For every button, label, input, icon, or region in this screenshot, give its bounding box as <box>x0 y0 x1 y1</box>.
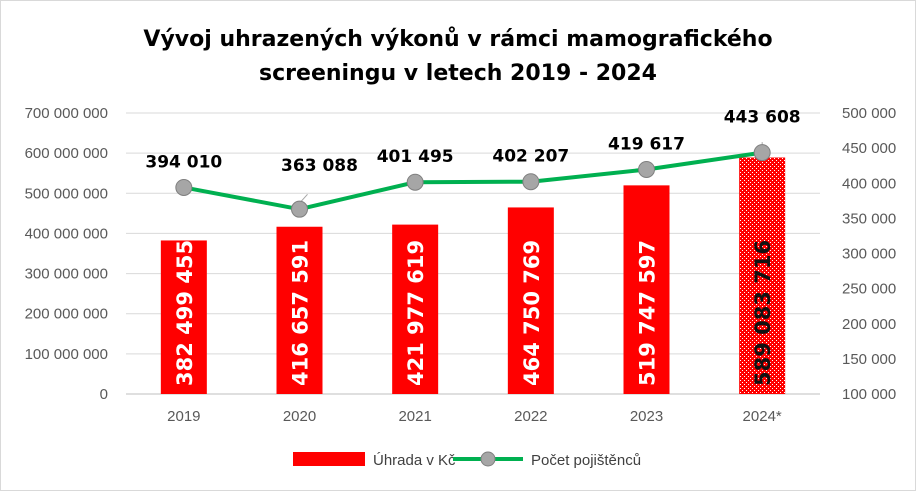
right-axis-tick-label: 250 000 <box>842 281 896 298</box>
right-axis-tick-label: 150 000 <box>842 351 896 368</box>
legend-line-marker <box>480 451 496 467</box>
line-point <box>638 160 655 178</box>
left-axis-tick-label: 700 000 000 <box>25 105 108 122</box>
x-axis-tick-label: 2020 <box>283 408 316 425</box>
x-axis-tick-label: 2021 <box>398 408 431 425</box>
x-axis-tick-label: 2023 <box>630 408 663 425</box>
right-axis-tick-label: 300 000 <box>842 246 896 263</box>
gridlines <box>126 112 820 395</box>
right-axis-tick-label: 350 000 <box>842 210 896 227</box>
right-axis-tick-label: 100 000 <box>842 386 896 403</box>
right-axis-tick-label: 450 000 <box>842 140 896 157</box>
line-point <box>406 173 424 191</box>
line-point <box>753 144 771 162</box>
line-point-label: 419 617 <box>608 134 685 154</box>
bar-value-label: 589 083 716 <box>751 240 775 386</box>
bar-value-label: 464 750 769 <box>520 240 544 386</box>
line-point <box>175 178 193 196</box>
left-axis-tick-label: 200 000 000 <box>25 306 108 323</box>
bar <box>160 240 207 394</box>
left-axis-tick-label: 400 000 000 <box>25 225 108 242</box>
chart-title-line-1: Vývoj uhrazených výkonů v rámci mamograf… <box>143 27 772 52</box>
bar-value-label: 519 747 597 <box>636 240 660 386</box>
x-axis-tick-label: 2019 <box>167 408 200 425</box>
bar <box>507 207 554 394</box>
left-axis-tick-label: 600 000 000 <box>25 145 108 162</box>
right-axis: 100 000 150 000 200 000 250 000 300 000 350 0… <box>842 105 896 403</box>
left-axis-tick-label: 100 000 000 <box>25 346 108 363</box>
bars: 382 499 455 416 657 591 421 977 619 464 750… <box>160 157 786 394</box>
line-point-label: 363 088 <box>281 156 358 176</box>
chart-title-line-2: screeningu v letech 2019 - 2024 <box>259 61 657 86</box>
left-axis: 0 100 000 000 200 000 000 300 000 000 400 00… <box>25 105 108 403</box>
left-axis-tick-label: 300 000 000 <box>25 266 108 283</box>
bar-value-label: 421 977 619 <box>404 240 428 386</box>
bar <box>623 185 670 394</box>
legend: Úhrada v Kč Počet pojištěnců <box>293 451 641 469</box>
bar <box>739 157 786 394</box>
x-axis-tick-label: 2022 <box>514 408 547 425</box>
line-point <box>522 173 540 191</box>
right-axis-tick-label: 200 000 <box>842 316 896 333</box>
line-path <box>183 150 763 212</box>
line-point-label: 401 495 <box>377 147 454 167</box>
x-axis-tick-label: 2024* <box>743 408 782 425</box>
legend-bar-swatch <box>293 452 365 466</box>
bar-value-label: 382 499 455 <box>173 240 197 386</box>
left-axis-tick-label: 0 <box>100 386 108 403</box>
line-series: 394 010 363 088 401 495 402 207 419 617 443 6… <box>145 108 801 218</box>
line-point <box>291 200 308 218</box>
legend-bar-label: Úhrada v Kč <box>373 452 456 469</box>
line-point-label: 394 010 <box>145 152 222 172</box>
bar-value-label: 416 657 591 <box>289 240 313 386</box>
right-axis-tick-label: 400 000 <box>842 175 896 192</box>
line-point-label: 443 608 <box>724 108 801 128</box>
bar <box>392 224 439 394</box>
left-axis-tick-label: 500 000 000 <box>25 185 108 202</box>
line-point-label: 402 207 <box>492 147 569 167</box>
right-axis-tick-label: 500 000 <box>842 105 896 122</box>
x-axis: 2019 2020 2021 2022 2023 2024* <box>167 408 782 425</box>
bar <box>276 226 323 394</box>
legend-line-label: Počet pojištěnců <box>531 452 641 469</box>
